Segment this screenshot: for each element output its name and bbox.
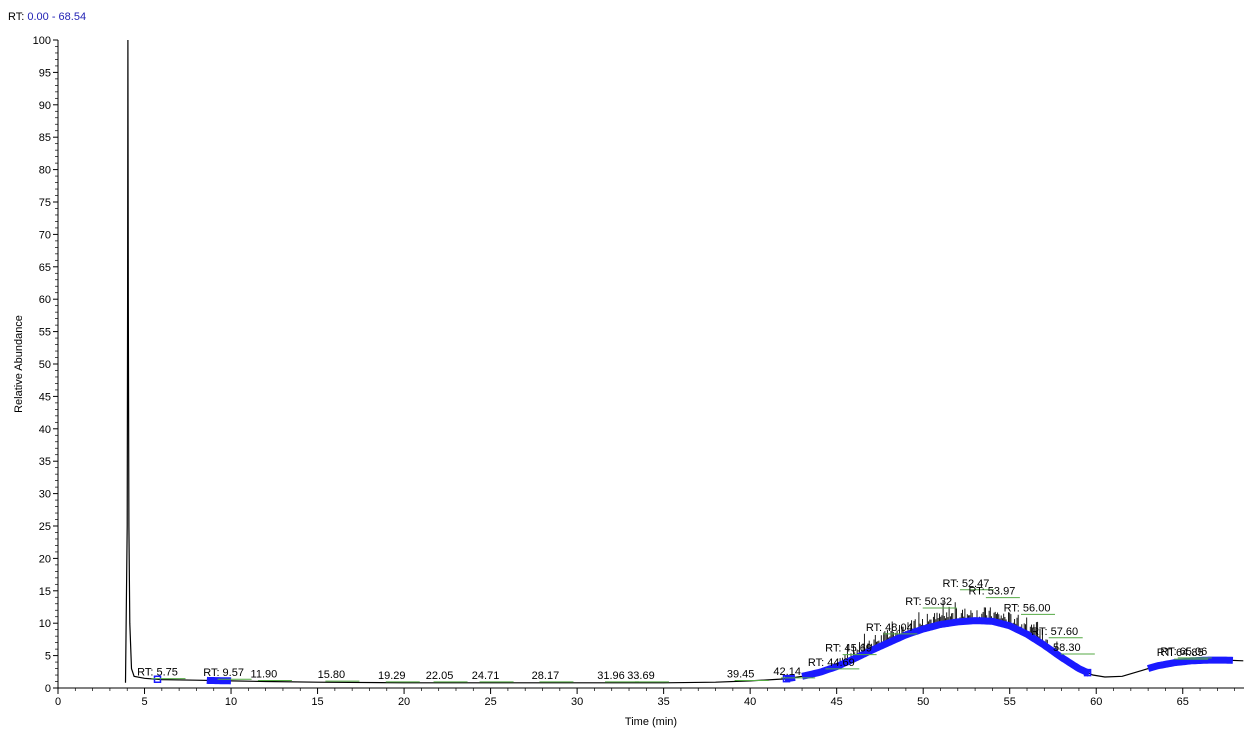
x-tick-label: 30 — [571, 696, 583, 708]
peak-label-layer: RT: 5.75 RT: 9.57 11.90 15.80 19.29 22.05 24.7… — [137, 578, 1212, 683]
y-tick-label: 30 — [39, 489, 51, 501]
y-tick-label: 50 — [39, 359, 51, 371]
x-tick-label: 50 — [917, 696, 929, 708]
peak-label: 15.80 — [318, 669, 346, 681]
y-tick-label: 45 — [39, 391, 51, 403]
peak-label: RT: 50.32 — [905, 596, 952, 608]
y-tick-label: 80 — [39, 165, 51, 177]
peak-label: 31.96 — [597, 670, 625, 682]
trace-layer — [124, 39, 1244, 684]
x-tick-label: 55 — [1004, 696, 1016, 708]
y-tick-label: 10 — [39, 618, 51, 630]
peak-label: 11.90 — [251, 669, 278, 681]
x-tick-label: 45 — [831, 696, 843, 708]
chromatogram-trace — [124, 39, 1244, 684]
x-tick-label: 25 — [484, 696, 496, 708]
y-tick-label: 100 — [33, 35, 51, 47]
y-tick-label: 70 — [39, 229, 51, 241]
peak-label: 28.17 — [532, 670, 560, 682]
axes-layer: 0510152025303540455055606570758085909510… — [33, 35, 1244, 708]
rt-range-label: RT: — [8, 11, 25, 23]
rt-range-readout: RT: 0.00 - 68.54 — [8, 11, 86, 23]
y-tick-label: 75 — [39, 197, 51, 209]
y-tick-label: 15 — [39, 586, 51, 598]
integration-band — [801, 617, 1091, 680]
y-tick-label: 35 — [39, 456, 51, 468]
peak-label: RT: 53.97 — [968, 586, 1015, 598]
y-tick-label: 65 — [39, 262, 51, 274]
peak-label: 19.29 — [378, 670, 406, 682]
y-tick-label: 60 — [39, 294, 51, 306]
x-tick-label: 10 — [225, 696, 237, 708]
peak-marker — [782, 674, 791, 683]
peak-label: RT: 64.85 — [1157, 647, 1204, 659]
peak-marker — [1083, 668, 1092, 677]
rt-range-value: 0.00 - 68.54 — [27, 11, 87, 23]
integration-band — [1146, 656, 1234, 672]
y-axis-label: Relative Abundance — [13, 315, 25, 413]
x-tick-label: 0 — [55, 696, 61, 708]
x-tick-label: 20 — [398, 696, 410, 708]
marker-layer — [153, 617, 1234, 685]
peak-label: RT: 5.75 — [137, 667, 178, 679]
peak-label: RT: 45.69 — [825, 643, 872, 655]
y-tick-label: 20 — [39, 553, 51, 565]
peak-label: RT: 44.69 — [808, 657, 855, 669]
x-tick-label: 65 — [1177, 696, 1189, 708]
x-tick-label: 40 — [744, 696, 756, 708]
y-tick-label: 0 — [45, 683, 51, 695]
y-tick-label: 25 — [39, 521, 51, 533]
y-tick-label: 90 — [39, 100, 51, 112]
x-axis-label: Time (min) — [625, 716, 677, 728]
x-tick-label: 5 — [141, 696, 147, 708]
y-tick-label: 85 — [39, 132, 51, 144]
peak-label: 22.05 — [426, 670, 454, 682]
integration-band — [206, 676, 232, 685]
peak-label: 33.69 — [627, 670, 655, 682]
peak-label: 42.14 — [773, 666, 801, 678]
peak-label: RT: 57.60 — [1031, 626, 1078, 638]
peak-label: 39.45 — [727, 669, 755, 681]
y-tick-label: 40 — [39, 424, 51, 436]
y-tick-label: 95 — [39, 67, 51, 79]
y-tick-label: 5 — [45, 651, 51, 663]
peak-label: RT: 56.00 — [1004, 602, 1051, 614]
peak-label: RT: 52.47 — [942, 578, 989, 590]
peak-label: RT: 48.04 — [866, 622, 913, 634]
x-tick-label: 60 — [1090, 696, 1102, 708]
x-tick-label: 15 — [311, 696, 323, 708]
peak-label: RT: 9.57 — [203, 667, 244, 679]
peak-marker — [153, 675, 162, 684]
peak-label: 24.71 — [472, 670, 500, 682]
y-tick-label: 55 — [39, 327, 51, 339]
x-tick-label: 35 — [658, 696, 670, 708]
peak-label: 58.30 — [1053, 642, 1081, 654]
peak-label: RT: 65.06 — [1160, 646, 1207, 658]
